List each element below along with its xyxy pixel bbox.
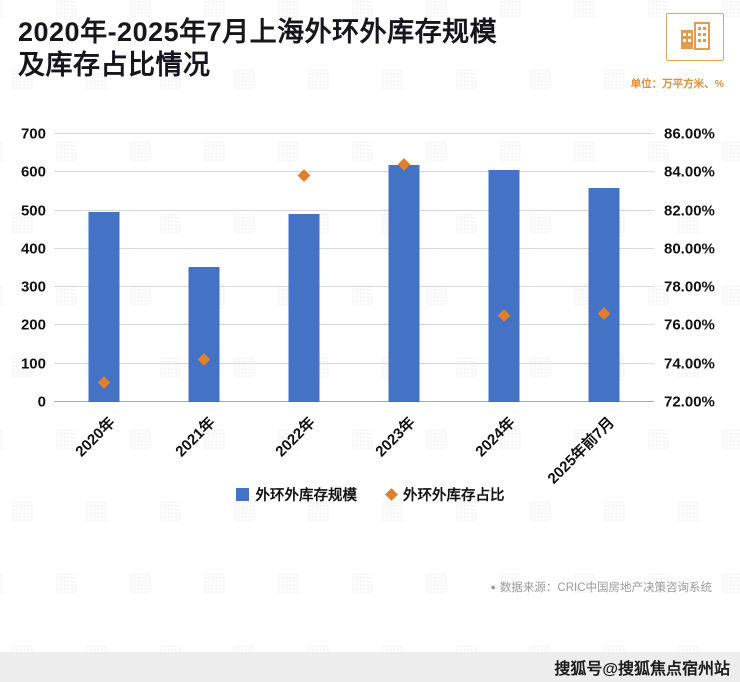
category-column xyxy=(54,134,154,402)
unit-label: 单位：万平方米、% xyxy=(630,78,724,90)
inventory-bar xyxy=(388,164,420,402)
y-left-tick: 200 xyxy=(20,316,46,334)
category-column xyxy=(254,134,354,402)
x-axis-label: 2023年 xyxy=(371,414,419,461)
x-axis-label: 2024年 xyxy=(471,414,519,461)
inventory-bar xyxy=(188,267,220,402)
gridline xyxy=(54,401,654,402)
category-column xyxy=(354,134,454,402)
x-axis: 2020年 2021年 2022年 2023年 2024年 2025年前7月 xyxy=(0,402,740,487)
x-axis-label: 2025年前7月 xyxy=(544,414,619,488)
x-axis-label: 2022年 xyxy=(271,414,319,461)
y-right-tick: 84.00% xyxy=(664,163,715,181)
inventory-bar xyxy=(288,214,320,402)
x-axis-label: 2021年 xyxy=(171,414,219,461)
x-labels: 2020年 2021年 2022年 2023年 2024年 2025年前7月 xyxy=(54,402,654,487)
category-column xyxy=(454,134,554,402)
diamond-swatch-icon xyxy=(385,488,398,501)
y-left-tick: 600 xyxy=(20,163,46,181)
legend-bar-label: 外环外库存规模 xyxy=(255,488,358,504)
bottom-bar: 搜狐号@搜狐焦点宿州站 xyxy=(0,652,740,682)
y-right-tick: 72.00% xyxy=(664,393,715,411)
y-axis-left: 0 100 200 300 400 500 600 700 xyxy=(8,126,54,411)
gridline xyxy=(54,324,654,326)
page-title-line1: 2020年-2025年7月上海外环外库存规模 xyxy=(18,17,498,47)
gridline xyxy=(54,171,654,173)
gridline xyxy=(54,286,654,288)
inventory-bar xyxy=(488,170,520,402)
y-axis-right: 72.00% 74.00% 76.00% 78.00% 80.00% 82.00% 84.0… xyxy=(654,126,734,411)
chart: 0 100 200 300 400 500 600 700 xyxy=(0,126,740,595)
legend: 外环外库存规模 外环外库存占比 xyxy=(0,484,740,505)
y-right-tick: 80.00% xyxy=(664,240,715,258)
legend-item-ratio: 外环外库存占比 xyxy=(385,484,505,505)
page-title: 2020年-2025年7月上海外环外库存规模 及库存占比情况 xyxy=(18,16,630,82)
y-left-tick: 400 xyxy=(20,240,46,258)
gridline xyxy=(54,247,654,249)
y-left-tick: 700 xyxy=(20,125,46,143)
x-axis-label: 2020年 xyxy=(71,414,119,461)
data-source: ● 数据来源：CRIC中国房地产决策咨询系统 xyxy=(0,579,740,595)
gridline xyxy=(54,362,654,364)
y-left-tick: 500 xyxy=(20,202,46,220)
gridline xyxy=(54,133,654,134)
legend-ratio-label: 外环外库存占比 xyxy=(403,488,505,504)
sohu-attribution: 搜狐号@搜狐焦点宿州站 xyxy=(554,661,730,678)
y-left-tick: 0 xyxy=(37,393,46,411)
category-column xyxy=(154,134,254,402)
header: 2020年-2025年7月上海外环外库存规模 及库存占比情况 xyxy=(0,0,740,104)
gridline xyxy=(54,209,654,211)
building-icon xyxy=(678,20,712,55)
y-right-tick: 82.00% xyxy=(664,202,715,220)
plot-area xyxy=(54,133,654,402)
y-left-tick: 300 xyxy=(20,278,46,296)
inventory-bar xyxy=(588,187,620,402)
bar-swatch-icon xyxy=(235,488,249,501)
y-right-tick: 76.00% xyxy=(664,316,715,334)
category-column xyxy=(554,134,654,402)
legend-item-inventory: 外环外库存规模 xyxy=(235,484,358,505)
data-source-text: 数据来源：CRIC中国房地产决策咨询系统 xyxy=(499,582,712,594)
ratio-marker xyxy=(297,169,311,182)
inventory-bar xyxy=(88,211,120,402)
building-icon-box xyxy=(666,13,724,61)
plot-columns xyxy=(54,134,654,402)
y-left-tick: 100 xyxy=(20,355,46,373)
y-right-tick: 86.00% xyxy=(664,125,715,143)
y-right-tick: 78.00% xyxy=(664,278,715,296)
page-title-line2: 及库存占比情况 xyxy=(18,49,211,80)
dot-icon: ● xyxy=(490,582,496,592)
y-right-tick: 74.00% xyxy=(664,355,715,373)
